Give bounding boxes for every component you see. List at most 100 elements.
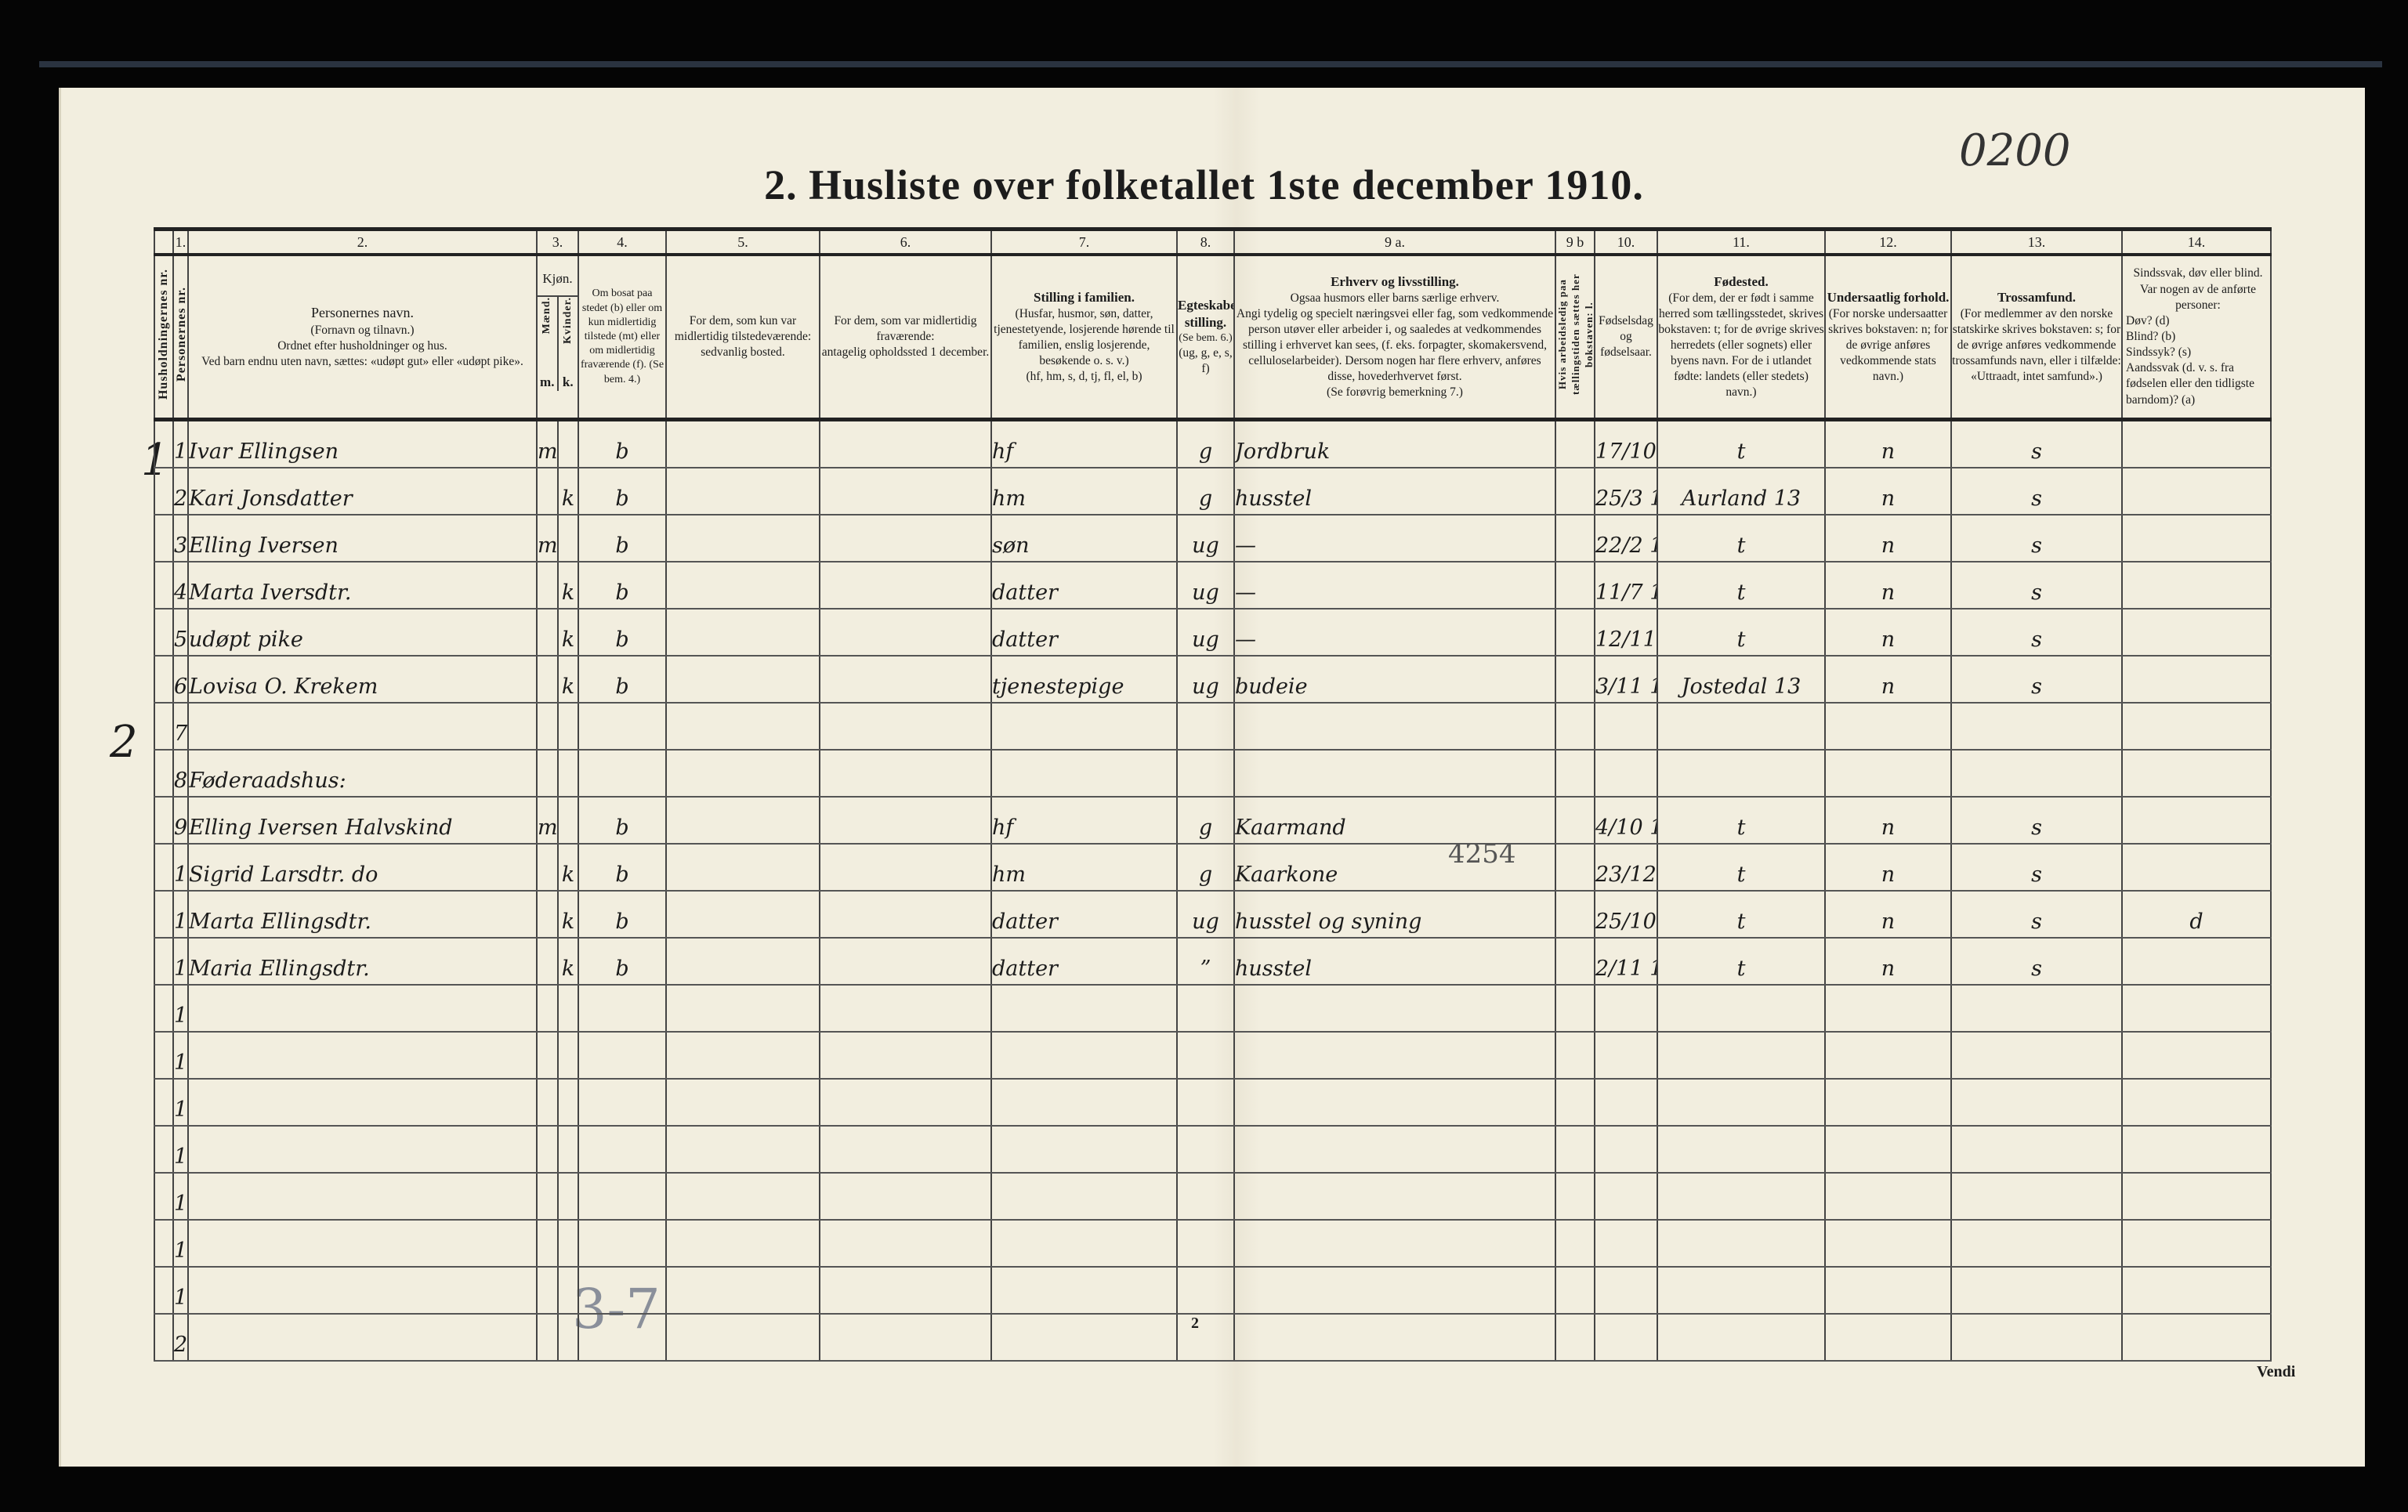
temporary-location [819,703,992,751]
temporary-location [819,1126,992,1174]
birthplace: Aurland 13 [1657,468,1826,516]
vendi-label: Vendi [2257,1363,2296,1380]
usual-residence [665,419,820,469]
sex-female: k [557,938,579,986]
religion: s [1950,562,2123,610]
usual-residence [665,1220,820,1268]
marital-status [1176,1079,1235,1127]
family-position [990,1079,1178,1127]
occupation: husstel [1233,468,1556,516]
table-row: 16 [154,1126,2272,1174]
religion: s [1950,656,2123,704]
sex-female [557,1220,579,1268]
disability [2121,1079,2272,1127]
person-name [187,1173,538,1221]
person-number: 1 [172,419,189,469]
marital-status: ug [1176,656,1235,704]
residence-status [578,1032,667,1080]
col-num: 8. [1176,227,1235,256]
person-number: 10 [172,844,189,892]
marital-status [1176,985,1235,1033]
temporary-location [819,468,992,516]
household-cell [154,1079,174,1127]
col-num: 5. [665,227,820,256]
birthdate [1594,1314,1658,1362]
residence-status [578,750,667,798]
citizenship: n [1824,419,1952,469]
person-name [187,1314,538,1362]
header-text: Sindssvak, døv eller blind. [2133,266,2263,280]
residence-status: b [578,938,667,986]
marital-status: ug [1176,515,1235,563]
header-text: Fødselsdag og fødselsaar. [1599,313,1653,360]
birthdate: 23/12 1854 [1594,844,1658,892]
household-cell [154,985,174,1033]
occupation [1233,1267,1556,1315]
birthplace: t [1657,515,1826,563]
family-position: hm [990,844,1178,892]
disability [2121,844,2272,892]
religion [1950,1267,2123,1315]
marital-status: ug [1176,609,1235,657]
occupation: — [1233,515,1556,563]
header-unemployed: Hvis arbeidsledig paa tællingstiden sætt… [1555,255,1595,422]
col-num: 9 a. [1233,227,1556,256]
usual-residence [665,750,820,798]
temporary-location [819,985,992,1033]
religion: s [1950,797,2123,845]
citizenship: n [1824,797,1952,845]
unemployed [1555,985,1595,1033]
household-cell [154,609,174,657]
birthdate: 3/11 1889 [1594,656,1658,704]
household-cell [154,938,174,986]
temporary-location [819,797,992,845]
unemployed [1555,750,1595,798]
birthplace [1657,1220,1826,1268]
person-number: 15 [172,1079,189,1127]
header-name: Personernes navn. (Fornavn og tilnavn.) … [187,255,538,422]
marital-status: g [1176,468,1235,516]
occupation [1233,985,1556,1033]
sex-female: k [557,844,579,892]
family-position [990,1126,1178,1174]
family-position: hf [990,797,1178,845]
disability [2121,468,2272,516]
header-residence-status: Om bosat paa stedet (b) eller om kun mid… [578,255,667,422]
page-title: 2. Husliste over folketallet 1ste decemb… [764,161,1644,208]
marital-status [1176,1126,1235,1174]
disability [2121,1220,2272,1268]
household-cell [154,750,174,798]
residence-status: b [578,468,667,516]
residence-status: b [578,797,667,845]
temporary-location [819,515,992,563]
family-position: hf [990,419,1178,469]
occupation [1233,1314,1556,1362]
unemployed [1555,1267,1595,1315]
family-position: datter [990,891,1178,939]
marital-status: g [1176,797,1235,845]
sex-female [557,1079,579,1127]
sex-female: k [557,562,579,610]
unemployed [1555,1079,1595,1127]
birthplace: Jostedal 13 [1657,656,1826,704]
sex-male [536,703,559,751]
marital-status: g [1176,419,1235,469]
disability [2121,656,2272,704]
col-num: 6. [819,227,992,256]
header-usual-residence: For dem, som kun var midlertidig tilsted… [665,255,820,422]
marital-status [1176,1267,1235,1315]
sex-male: m [536,797,559,845]
birthplace [1657,1314,1826,1362]
household-cell [154,419,174,469]
unemployed [1555,515,1595,563]
sex-male [536,1032,559,1080]
sex-male [536,985,559,1033]
scan-border [39,61,2382,67]
sex-female [557,1032,579,1080]
unemployed [1555,609,1595,657]
temporary-location [819,938,992,986]
occupation: Jordbruk [1233,419,1556,469]
sex-female [557,1126,579,1174]
